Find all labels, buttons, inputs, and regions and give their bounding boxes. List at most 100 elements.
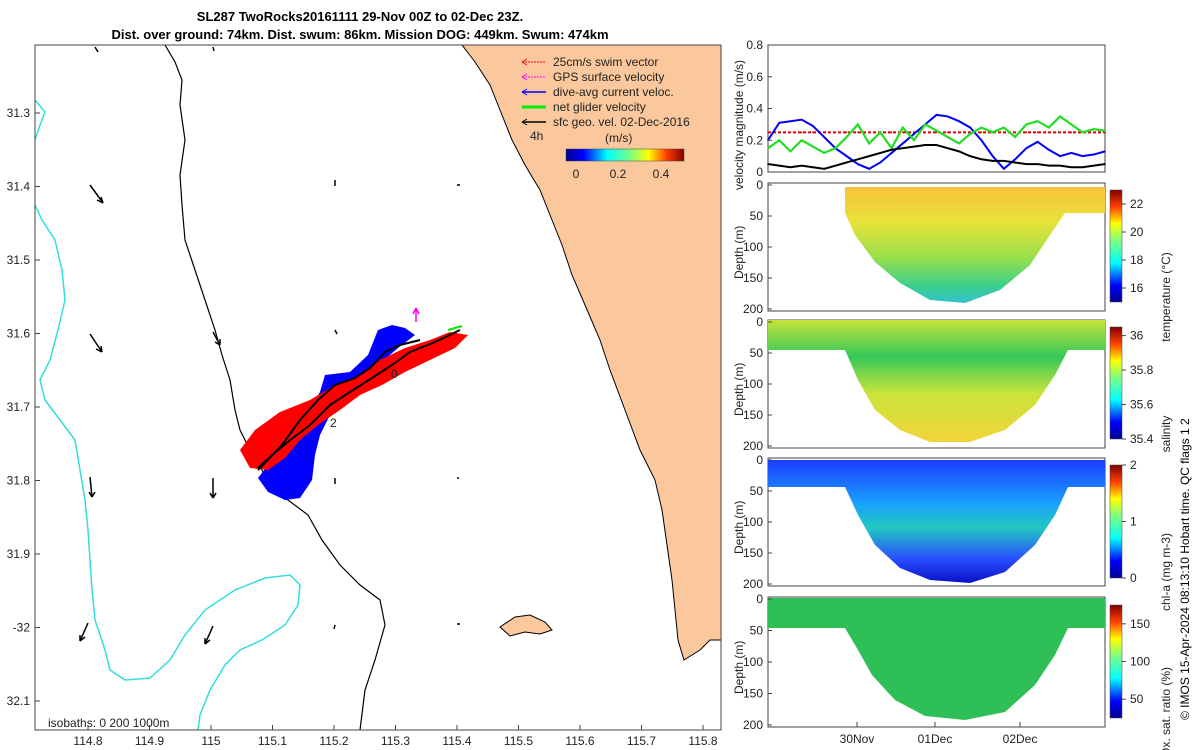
velocity-ylabel: velocity magnitude (m/s) xyxy=(732,60,746,190)
velocity-point xyxy=(1104,150,1106,153)
velocity-point xyxy=(800,164,803,167)
velocity-point xyxy=(924,144,927,146)
velocity-point xyxy=(991,160,994,162)
velocity-point xyxy=(834,164,837,167)
velocity-point xyxy=(812,125,814,127)
velocity-point xyxy=(845,136,848,138)
velocity-point xyxy=(890,131,893,134)
velocity-point xyxy=(913,145,915,148)
temperature-field xyxy=(768,187,1105,303)
velocity-point xyxy=(969,155,971,157)
chla-colorbar xyxy=(1109,464,1123,579)
velocity-point xyxy=(800,139,803,142)
velocity-point xyxy=(902,147,904,149)
depth-tick-label: 50 xyxy=(750,346,764,360)
velocity-point xyxy=(879,161,882,164)
velocity-point xyxy=(834,147,837,149)
depth-ylabel: Depth (m) xyxy=(732,501,746,554)
velocity-point xyxy=(902,126,904,129)
velocity-tick-label: 0 xyxy=(756,165,763,179)
map-y-axis: 31.3 31.4 31.5 31.6 31.7 31.8 31.9 -32 32.1 xyxy=(7,106,40,708)
colorbar-tick-label: 150 xyxy=(1130,617,1150,631)
velocity-point xyxy=(890,152,893,154)
depth-tick-label: 150 xyxy=(743,687,763,701)
velocity-point xyxy=(778,131,781,134)
map-y-tick-label: 31.5 xyxy=(7,253,31,267)
isobath-200 xyxy=(164,45,386,730)
glider-track xyxy=(240,307,468,500)
colorbar-label: (m/s) xyxy=(605,131,632,145)
depth-tick-label: 50 xyxy=(750,484,764,498)
velocity-point xyxy=(890,148,893,151)
depth-tick-label: 200 xyxy=(743,302,763,316)
depth-tick-label: 150 xyxy=(743,408,763,422)
velocity-point xyxy=(1025,131,1028,134)
colorbar-tick-label: 1 xyxy=(1130,515,1137,529)
velocity-point xyxy=(1081,155,1084,157)
chla-panel xyxy=(767,457,1123,587)
depth-tick-label: 100 xyxy=(743,655,763,669)
speed-colorbar xyxy=(565,148,685,162)
velocity-point xyxy=(980,126,983,129)
colorbar-tick-label: 100 xyxy=(1130,655,1150,669)
legend-swim: 25cm/s swim vector xyxy=(521,55,658,69)
legend-gps: GPS surface velocity xyxy=(521,70,664,84)
velocity-point xyxy=(868,168,870,170)
velocity-point xyxy=(823,152,825,154)
map-frame xyxy=(34,44,722,731)
velocity-point xyxy=(902,131,904,134)
svg-text:sfc geo. vel. 02-Dec-2016: sfc geo. vel. 02-Dec-2016 xyxy=(553,115,690,129)
chla-field xyxy=(768,460,1105,583)
legend-current: dive-avg current veloc. xyxy=(521,85,674,99)
time-tick-label: 02Dec xyxy=(1003,732,1038,746)
velocity-panel: 0 0.2 0.4 0.6 0.8 velocity magnitude (m/s) xyxy=(732,38,1106,190)
velocity-point xyxy=(778,139,781,142)
velocity-point xyxy=(1092,153,1095,156)
velocity-point xyxy=(980,158,983,161)
time-tick-label: 30Nov xyxy=(840,732,875,746)
velocity-point xyxy=(800,131,803,134)
velocity-point xyxy=(935,144,938,146)
depth-tick-label: 50 xyxy=(750,209,764,223)
depth-tick-label: 50 xyxy=(750,624,764,638)
imos-credit: © IMOS 15-Apr-2024 08:13:10 Hobart time.… xyxy=(1178,418,1192,720)
velocity-point xyxy=(958,142,960,145)
colorbar-tick-label: 50 xyxy=(1130,692,1144,706)
map-x-tick-label: 114.8 xyxy=(73,734,102,748)
velocity-point xyxy=(767,163,769,165)
colorbar-tick-label: 0 xyxy=(1130,571,1137,585)
velocity-point xyxy=(834,131,837,134)
velocity-point xyxy=(1014,158,1016,161)
svg-text:25cm/s swim vector: 25cm/s swim vector xyxy=(553,55,658,69)
velocity-tick-label: 0.8 xyxy=(746,38,763,52)
map-y-tick-label: 31.8 xyxy=(7,474,31,488)
oxygen-colorbar xyxy=(1109,604,1123,719)
velocity-point xyxy=(991,131,994,134)
velocity-point xyxy=(1036,131,1039,134)
velocity-point xyxy=(857,131,859,134)
velocity-tick-label: 0.2 xyxy=(746,133,763,147)
velocity-point xyxy=(857,163,859,165)
velocity-point xyxy=(845,161,848,164)
map-x-tick-label: 115.6 xyxy=(565,734,594,748)
map-x-tick-label: 115.8 xyxy=(688,734,717,748)
velocity-point xyxy=(902,142,904,145)
velocity-point xyxy=(958,131,960,134)
hours-label: 4h xyxy=(530,129,543,143)
velocity-point xyxy=(868,131,870,134)
velocity-tick-label: 0.6 xyxy=(746,70,763,84)
velocity-point xyxy=(1070,123,1073,126)
velocity-point xyxy=(789,131,792,134)
velocity-point xyxy=(1092,131,1095,134)
oxygen-panel xyxy=(767,596,1123,728)
map-x-tick-label: 115.3 xyxy=(381,734,410,748)
depth-tick-label: 100 xyxy=(743,515,763,529)
map-y-tick-label: 32.1 xyxy=(7,694,31,708)
velocity-point xyxy=(1036,120,1039,122)
velocity-point xyxy=(958,120,960,122)
velocity-point xyxy=(823,168,825,170)
velocity-point xyxy=(879,131,882,134)
velocity-point xyxy=(778,121,781,124)
isobath-1000 xyxy=(35,99,301,730)
